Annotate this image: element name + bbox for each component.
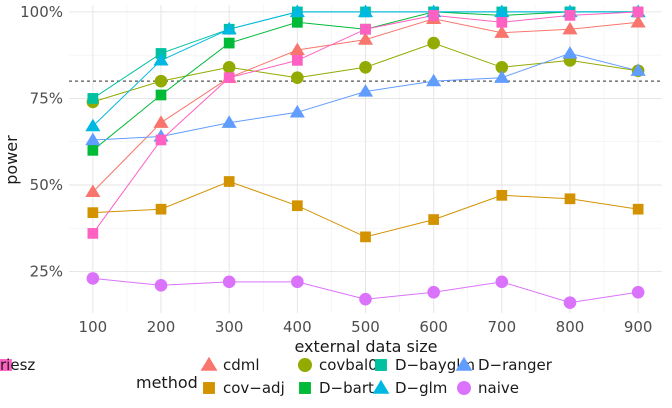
data-point bbox=[289, 42, 305, 56]
data-point bbox=[154, 279, 168, 292]
y-axis-title: power bbox=[2, 135, 21, 185]
data-point bbox=[632, 203, 644, 215]
data-point bbox=[85, 118, 101, 132]
legend-label: riesz bbox=[0, 356, 35, 374]
data-point bbox=[564, 193, 576, 205]
legend-key bbox=[375, 359, 387, 371]
x-tick-label: 700 bbox=[488, 318, 517, 336]
legend-key bbox=[0, 359, 12, 371]
axis-layer: external data size power 25% 50% 75% 100% 10… bbox=[2, 3, 652, 356]
legend-label: naive bbox=[478, 379, 519, 397]
data-point bbox=[494, 70, 510, 83]
data-point bbox=[87, 144, 99, 156]
data-point bbox=[495, 60, 509, 74]
x-tick-label: 300 bbox=[215, 318, 244, 336]
legend-label: D−bart bbox=[319, 379, 374, 397]
data-point bbox=[494, 4, 510, 18]
data-point bbox=[87, 228, 99, 239]
legend-label: D−bayglm bbox=[395, 356, 475, 374]
data-point bbox=[428, 214, 440, 225]
x-tick-label: 500 bbox=[351, 318, 380, 336]
x-tick-label: 800 bbox=[556, 318, 585, 336]
data-point bbox=[630, 63, 646, 76]
data-point bbox=[357, 4, 374, 18]
data-point bbox=[85, 132, 101, 146]
data-point bbox=[155, 203, 167, 215]
data-point bbox=[562, 21, 578, 35]
data-point bbox=[291, 200, 303, 212]
data-point bbox=[291, 16, 303, 28]
y-tick-label: 75% bbox=[30, 89, 63, 107]
data-point bbox=[222, 60, 236, 74]
y-tick-label: 25% bbox=[30, 262, 63, 280]
data-point bbox=[427, 285, 440, 299]
data-point bbox=[494, 25, 510, 38]
data-point bbox=[223, 72, 235, 84]
data-point bbox=[360, 23, 371, 35]
legend-key bbox=[200, 356, 218, 371]
x-tick-label: 200 bbox=[147, 318, 176, 336]
legend-key bbox=[299, 382, 311, 394]
legend-key bbox=[455, 356, 473, 371]
legend-key bbox=[372, 379, 390, 394]
data-point bbox=[357, 32, 374, 45]
data-point bbox=[562, 46, 578, 59]
x-tick-label: 600 bbox=[419, 318, 448, 336]
data-point bbox=[360, 231, 371, 243]
data-point bbox=[496, 189, 508, 201]
data-point bbox=[87, 93, 99, 104]
legend-key bbox=[298, 358, 312, 372]
grid-layer bbox=[69, 5, 662, 313]
data-point bbox=[428, 10, 440, 21]
data-point bbox=[564, 10, 576, 21]
legend-title: method bbox=[136, 373, 198, 392]
data-point bbox=[630, 14, 646, 28]
data-point bbox=[155, 134, 167, 146]
data-point bbox=[632, 6, 644, 18]
data-point bbox=[223, 176, 235, 187]
y-tick-label: 100% bbox=[20, 3, 63, 21]
x-tick-label: 400 bbox=[283, 318, 312, 336]
data-point bbox=[631, 285, 645, 299]
data-point bbox=[87, 207, 99, 218]
legend-label: D−ranger bbox=[478, 356, 553, 374]
data-point bbox=[359, 292, 372, 306]
data-point bbox=[221, 21, 237, 35]
x-tick-label: 100 bbox=[79, 318, 108, 336]
legend-key bbox=[203, 382, 215, 394]
data-point bbox=[357, 84, 374, 97]
data-point bbox=[563, 296, 577, 309]
data-point bbox=[85, 184, 101, 198]
data-point bbox=[289, 104, 305, 118]
data-point bbox=[426, 73, 442, 87]
data-point bbox=[222, 275, 236, 289]
data-point bbox=[221, 115, 237, 128]
data-point bbox=[223, 37, 235, 49]
legend-key bbox=[457, 381, 471, 395]
data-point bbox=[495, 275, 509, 289]
legend-label: cdml bbox=[223, 356, 260, 374]
x-axis-title: external data size bbox=[294, 337, 437, 356]
data-point bbox=[291, 71, 304, 84]
legend-label: covbal0 bbox=[319, 356, 378, 374]
data-point bbox=[86, 272, 100, 285]
x-tick-label: 900 bbox=[624, 318, 653, 336]
legend-label: D−glm bbox=[395, 379, 447, 397]
data-point bbox=[359, 60, 372, 74]
data-point bbox=[153, 52, 169, 66]
data-point bbox=[155, 89, 167, 101]
data-point bbox=[153, 115, 169, 128]
data-point bbox=[154, 74, 168, 88]
data-point bbox=[291, 275, 304, 289]
legend: method cdmlcov−adjcovbal0D−bartD−bayglmD… bbox=[0, 356, 553, 397]
points-layer bbox=[85, 4, 646, 309]
y-tick-label: 50% bbox=[30, 176, 63, 194]
data-point bbox=[496, 16, 508, 28]
data-point bbox=[289, 4, 305, 18]
data-point bbox=[427, 36, 440, 50]
legend-label: cov−adj bbox=[223, 379, 285, 397]
data-point bbox=[291, 55, 303, 66]
